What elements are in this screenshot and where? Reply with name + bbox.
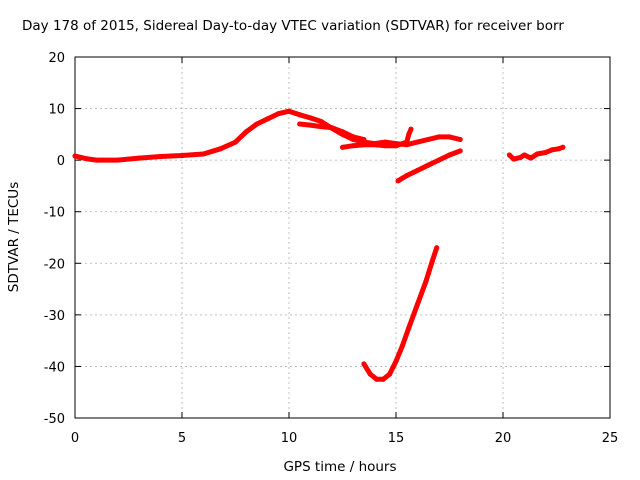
x-tick-label: 20	[495, 431, 512, 446]
data-point	[436, 157, 442, 163]
data-point	[406, 325, 412, 331]
data-point	[382, 143, 388, 149]
data-point	[350, 143, 356, 149]
data-point	[425, 137, 431, 142]
data-point	[350, 134, 356, 140]
data-point	[380, 376, 386, 382]
data-point	[399, 343, 405, 349]
data-point	[265, 116, 271, 122]
data-point	[408, 126, 414, 132]
data-point	[447, 152, 452, 158]
data-point	[387, 371, 393, 377]
data-point	[297, 112, 303, 118]
chart-title: Day 178 of 2015, Sidereal Day-to-day VTE…	[22, 18, 564, 34]
data-point	[457, 137, 463, 142]
data-point	[307, 115, 313, 121]
data-point	[233, 139, 238, 145]
x-tick-label: 25	[602, 431, 619, 446]
data-point	[560, 144, 566, 150]
x-axis-label: GPS time / hours	[283, 459, 396, 475]
data-point	[393, 358, 399, 364]
data-point	[318, 119, 324, 124]
data-point	[534, 151, 540, 157]
series-layer	[72, 108, 566, 382]
data-point	[506, 152, 512, 158]
x-tick-label: 5	[178, 431, 186, 446]
x-tick-label: 0	[71, 431, 79, 446]
data-point	[414, 302, 420, 307]
data-point	[179, 153, 185, 158]
y-axis-label: SDTVAR / TECUs	[6, 182, 22, 292]
data-point	[457, 148, 463, 154]
data-point	[429, 258, 435, 264]
data-point	[517, 155, 523, 161]
data-point	[395, 178, 401, 184]
data-point	[393, 143, 399, 149]
data-point	[372, 142, 378, 148]
data-point	[93, 157, 99, 163]
data-point	[243, 129, 249, 135]
data-point	[521, 152, 527, 158]
data-point	[72, 153, 78, 159]
data-point	[136, 155, 142, 161]
data-point	[275, 111, 281, 117]
data-point	[543, 149, 549, 155]
plot-area-border	[74, 56, 611, 419]
data-point	[423, 278, 429, 284]
data-point	[158, 154, 164, 159]
grid-layer	[75, 57, 610, 418]
x-tick-label: 10	[281, 431, 298, 446]
data-point	[361, 361, 367, 367]
data-point	[556, 146, 562, 152]
y-tick-label: -40	[44, 360, 65, 375]
tick-layer: 0 5 10 15 20 25 20 10 0 -10 -20 -30 -40 -50	[44, 51, 619, 446]
y-tick-label: -30	[44, 309, 65, 324]
data-point	[254, 121, 260, 127]
data-point	[549, 147, 555, 153]
data-point	[340, 144, 345, 150]
data-point	[307, 122, 313, 128]
series-line-5	[361, 245, 440, 382]
data-point	[361, 137, 367, 142]
y-tick-label: 0	[57, 154, 65, 169]
data-point	[511, 156, 517, 162]
y-tick-label: -50	[44, 412, 65, 427]
x-tick-label: 15	[388, 431, 405, 446]
data-point	[436, 134, 442, 140]
data-point	[329, 125, 335, 131]
y-tick-label: -20	[44, 257, 65, 272]
data-point	[404, 173, 410, 179]
data-point	[297, 121, 303, 127]
data-point	[404, 139, 410, 145]
data-point	[218, 146, 223, 152]
y-tick-label: -10	[44, 206, 65, 221]
data-point	[286, 108, 292, 114]
series-line-6	[506, 144, 566, 162]
data-point	[434, 245, 440, 251]
data-point	[528, 155, 534, 161]
data-point	[200, 151, 206, 157]
data-point	[406, 131, 412, 137]
data-point	[115, 157, 121, 163]
data-point	[374, 376, 380, 382]
data-point	[367, 371, 373, 377]
y-tick-label: 20	[48, 51, 65, 66]
data-point	[425, 162, 431, 168]
y-tick-label: 10	[48, 103, 65, 118]
data-point	[361, 142, 367, 148]
data-point	[414, 168, 420, 173]
data-point	[83, 156, 89, 162]
data-point	[318, 124, 324, 130]
data-point	[447, 134, 452, 140]
data-point	[340, 129, 345, 135]
data-point	[414, 139, 420, 145]
